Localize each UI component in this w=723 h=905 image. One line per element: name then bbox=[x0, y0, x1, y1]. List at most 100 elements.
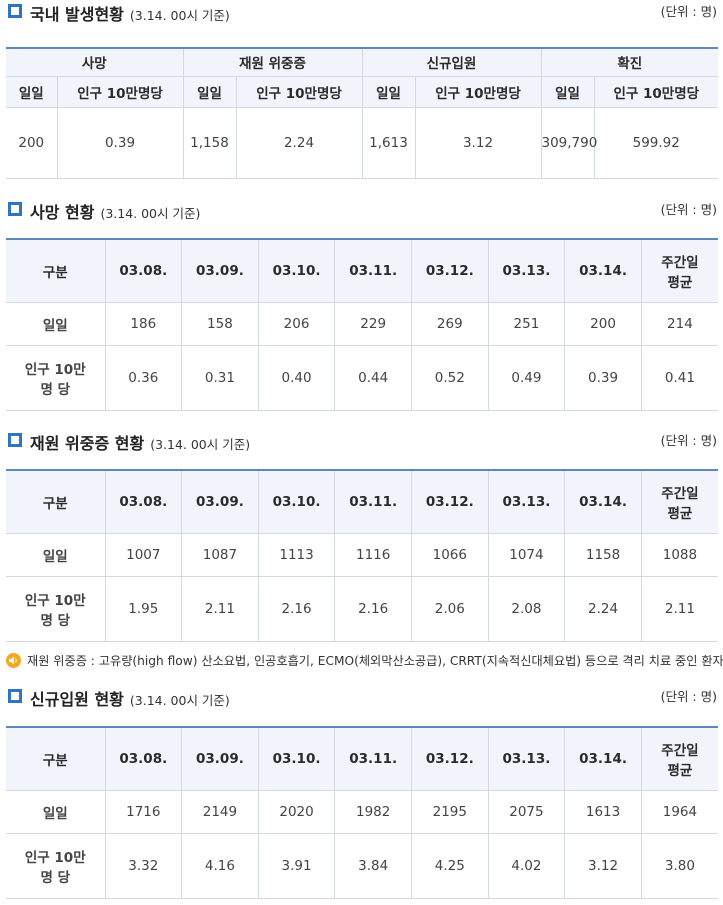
admission-section-header: 신규입원 현황 (3.14. 00시 기준) (단위 : 명) bbox=[6, 686, 717, 709]
cell-value: 3.32 bbox=[104, 832, 183, 899]
cell-value: 186 bbox=[104, 301, 183, 346]
col-date: 03.14. bbox=[564, 469, 642, 534]
cell-value: 1074 bbox=[487, 532, 566, 577]
cell-value: 3.80 bbox=[640, 832, 718, 899]
col-category: 구분 bbox=[6, 726, 106, 791]
cell-value: 1716 bbox=[104, 789, 183, 834]
severe-table: 구분 03.08. 03.09. 03.10. 03.11. 03.12. 03… bbox=[6, 469, 718, 642]
cell-value: 1088 bbox=[640, 532, 718, 577]
sub-daily: 일일 bbox=[361, 75, 416, 108]
cell-value: 3.12 bbox=[564, 832, 642, 899]
row-per100k: 인구 10만 명 당 0.36 0.31 0.40 0.44 0.52 0.49 … bbox=[6, 344, 718, 411]
death-section-header: 사망 현황 (3.14. 00시 기준) (단위 : 명) bbox=[6, 199, 717, 222]
sub-per100k: 인구 10만명당 bbox=[235, 75, 363, 108]
cell-value: 1613 bbox=[564, 789, 642, 834]
sub-daily: 일일 bbox=[182, 75, 237, 108]
section-basis: (3.14. 00시 기준) bbox=[100, 206, 201, 221]
cell-value: 1,613 bbox=[361, 106, 416, 179]
unit-label: (단위 : 명) bbox=[660, 689, 717, 704]
col-date: 03.08. bbox=[104, 238, 183, 303]
cell-value: 3.12 bbox=[414, 106, 542, 179]
cell-value: 2149 bbox=[181, 789, 259, 834]
table-header-row: 구분 03.08. 03.09. 03.10. 03.11. 03.12. 03… bbox=[6, 469, 718, 534]
cell-value: 214 bbox=[640, 301, 718, 346]
section-title: 국내 발생현황 (3.14. 00시 기준) bbox=[30, 5, 230, 24]
cell-value: 0.39 bbox=[56, 106, 184, 179]
cell-value: 251 bbox=[487, 301, 566, 346]
cell-value: 599.92 bbox=[593, 106, 718, 179]
unit-label: (단위 : 명) bbox=[660, 202, 717, 217]
row-per100k: 인구 10만 명 당 3.32 4.16 3.91 3.84 4.25 4.02 … bbox=[6, 832, 718, 899]
cell-value: 2.11 bbox=[181, 575, 259, 642]
sub-per100k: 인구 10만명당 bbox=[593, 75, 718, 108]
col-date: 03.10. bbox=[257, 469, 336, 534]
cell-value: 1066 bbox=[411, 532, 489, 577]
admission-table: 구분 03.08. 03.09. 03.10. 03.11. 03.12. 03… bbox=[6, 726, 718, 899]
cell-value: 1116 bbox=[334, 532, 412, 577]
table-header-row: 구분 03.08. 03.09. 03.10. 03.11. 03.12. 03… bbox=[6, 726, 718, 791]
severe-definition-note: 재원 위중증 : 고유량(high flow) 산소요법, 인공호흡기, ECM… bbox=[6, 651, 723, 671]
cell-value: 0.41 bbox=[640, 344, 718, 411]
col-date: 03.12. bbox=[411, 238, 489, 303]
sub-per100k: 인구 10만명당 bbox=[56, 75, 184, 108]
cell-value: 1113 bbox=[257, 532, 336, 577]
table-header-row: 구분 03.08. 03.09. 03.10. 03.11. 03.12. 03… bbox=[6, 238, 718, 303]
col-category: 구분 bbox=[6, 238, 106, 303]
speaker-icon bbox=[6, 653, 21, 668]
cell-value: 4.25 bbox=[411, 832, 489, 899]
cell-value: 0.36 bbox=[104, 344, 183, 411]
cell-value: 1982 bbox=[334, 789, 412, 834]
cell-value: 2.24 bbox=[235, 106, 363, 179]
note-text: 재원 위중증 : 고유량(high flow) 산소요법, 인공호흡기, ECM… bbox=[27, 654, 723, 668]
death-table: 구분 03.08. 03.09. 03.10. 03.11. 03.12. 03… bbox=[6, 238, 718, 411]
col-date: 03.13. bbox=[487, 726, 566, 791]
col-date: 03.14. bbox=[564, 726, 642, 791]
col-weekly-avg: 주간일 평균 bbox=[640, 238, 718, 303]
row-label-per100k: 인구 10만 명 당 bbox=[6, 575, 106, 642]
row-daily: 일일 1716 2149 2020 1982 2195 2075 1613 19… bbox=[6, 789, 718, 834]
cell-value: 229 bbox=[334, 301, 412, 346]
cell-value: 309,790 bbox=[540, 106, 597, 179]
col-date: 03.11. bbox=[334, 726, 412, 791]
cell-value: 2.08 bbox=[487, 575, 566, 642]
cell-value: 2.11 bbox=[640, 575, 718, 642]
sub-per100k: 인구 10만명당 bbox=[414, 75, 542, 108]
col-weekly-avg: 주간일 평균 bbox=[640, 726, 718, 791]
col-date: 03.14. bbox=[564, 238, 642, 303]
cell-value: 1158 bbox=[564, 532, 642, 577]
domestic-section-header: 국내 발생현황 (3.14. 00시 기준) (단위 : 명) bbox=[6, 1, 717, 24]
cell-value: 4.16 bbox=[181, 832, 259, 899]
col-date: 03.10. bbox=[257, 238, 336, 303]
col-category: 구분 bbox=[6, 469, 106, 534]
cell-value: 200 bbox=[6, 106, 58, 179]
row-label-per100k: 인구 10만 명 당 bbox=[6, 344, 106, 411]
cell-value: 0.31 bbox=[181, 344, 259, 411]
group-confirmed: 확진 bbox=[540, 47, 718, 77]
section-bullet-icon bbox=[8, 689, 22, 703]
sub-daily: 일일 bbox=[540, 75, 595, 108]
cell-value: 2.06 bbox=[411, 575, 489, 642]
cell-value: 2.16 bbox=[257, 575, 336, 642]
cell-value: 0.52 bbox=[411, 344, 489, 411]
col-weekly-avg: 주간일 평균 bbox=[640, 469, 718, 534]
severe-section-header: 재원 위중증 현황 (3.14. 00시 기준) (단위 : 명) bbox=[6, 430, 717, 453]
section-bullet-icon bbox=[8, 202, 22, 216]
domestic-summary-table: 사망 재원 위중증 신규입원 확진 일일 인구 10만명당 일일 인구 10만명… bbox=[6, 47, 718, 179]
cell-value: 158 bbox=[181, 301, 259, 346]
summary-values-row: 200 0.39 1,158 2.24 1,613 3.12 309,790 5… bbox=[6, 106, 718, 179]
col-date: 03.12. bbox=[411, 469, 489, 534]
col-date: 03.08. bbox=[104, 726, 183, 791]
row-label-daily: 일일 bbox=[6, 301, 106, 346]
cell-value: 3.84 bbox=[334, 832, 412, 899]
section-bullet-icon bbox=[8, 4, 22, 18]
cell-value: 1087 bbox=[181, 532, 259, 577]
cell-value: 0.39 bbox=[564, 344, 642, 411]
row-daily: 일일 186 158 206 229 269 251 200 214 bbox=[6, 301, 718, 346]
section-basis: (3.14. 00시 기준) bbox=[129, 693, 230, 708]
section-title: 재원 위중증 현황 (3.14. 00시 기준) bbox=[30, 434, 251, 453]
group-death: 사망 bbox=[6, 47, 184, 77]
unit-label: (단위 : 명) bbox=[660, 4, 717, 19]
cell-value: 0.44 bbox=[334, 344, 412, 411]
row-label-daily: 일일 bbox=[6, 532, 106, 577]
cell-value: 206 bbox=[257, 301, 336, 346]
